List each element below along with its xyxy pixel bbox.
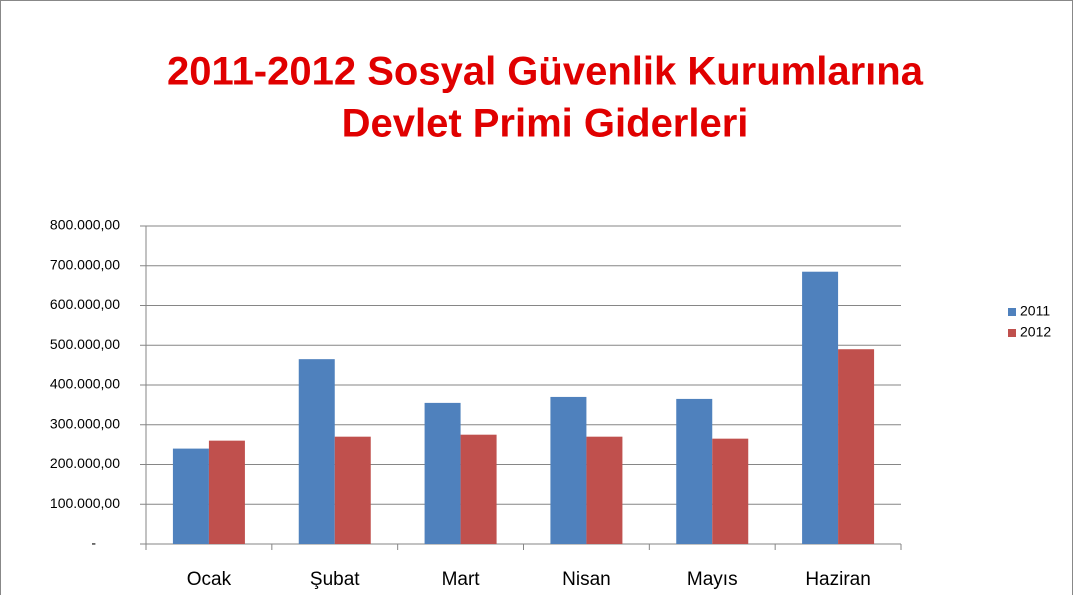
y-tick-label: 700.000,00 [50, 256, 120, 272]
bar [712, 438, 749, 544]
x-tick-label: Mart [442, 569, 481, 590]
legend-swatch [1008, 308, 1016, 316]
bar [586, 436, 623, 544]
chart-title: 2011-2012 Sosyal Güvenlik Kurumlarına [167, 50, 924, 94]
bar [424, 402, 461, 544]
y-tick-label: 300.000,00 [50, 415, 120, 431]
bar [838, 349, 875, 544]
y-tick-label: 400.000,00 [50, 376, 120, 392]
bar [550, 396, 587, 544]
y-tick-label: 600.000,00 [50, 296, 120, 312]
bar [172, 448, 209, 544]
y-tick-label: 500.000,00 [50, 336, 120, 352]
legend-label: 2012 [1020, 324, 1051, 340]
chart-title: Devlet Primi Giderleri [342, 102, 749, 146]
bar [298, 359, 335, 544]
x-tick-label: Haziran [805, 569, 870, 590]
x-tick-label: Ocak [187, 569, 232, 590]
x-tick-label: Nisan [562, 569, 611, 590]
y-tick-label: 800.000,00 [50, 217, 120, 233]
bar [208, 440, 245, 544]
y-tick-label: - [91, 535, 96, 551]
x-tick-label: Şubat [310, 569, 360, 590]
legend-swatch [1008, 329, 1016, 337]
x-tick-label: Mayıs [687, 569, 738, 590]
y-tick-label: 200.000,00 [50, 455, 120, 471]
bar [460, 434, 497, 544]
legend-label: 2011 [1020, 303, 1050, 319]
bar [802, 271, 839, 544]
bar [334, 436, 371, 544]
y-tick-label: 100.000,00 [50, 495, 120, 511]
bar [676, 398, 713, 544]
